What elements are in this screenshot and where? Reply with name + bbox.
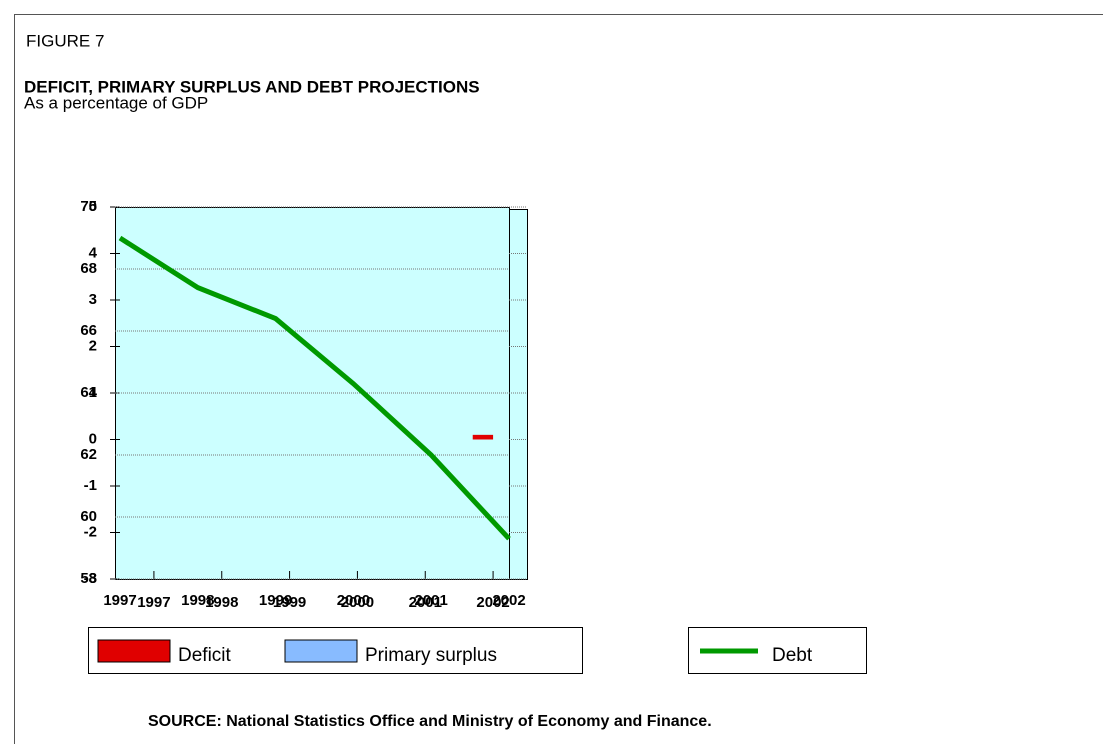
chart-title: DEFICIT, PRIMARY SURPLUS AND DEBT PROJEC…	[24, 77, 480, 96]
x-tick-label: 1999	[273, 594, 306, 611]
x-tick-label: 1997	[137, 594, 170, 611]
y-tick-label: 4	[89, 244, 98, 261]
line-plot-area	[115, 207, 510, 580]
bar-plot-area	[509, 209, 528, 580]
y-tick-label: 5	[89, 198, 97, 215]
legend-label: Primary surplus	[365, 645, 497, 666]
x-tick-label: 2001	[409, 594, 442, 611]
y-tick-label: 1	[89, 384, 97, 401]
x-tick-label: 1998	[181, 592, 214, 609]
legend-swatch	[97, 639, 171, 663]
frame	[14, 14, 1103, 744]
y-tick-label: 0	[89, 430, 97, 447]
x-tick-label: 2000	[337, 592, 370, 609]
line	[118, 235, 511, 541]
legend-label: Deficit	[178, 645, 232, 666]
figure-label: FIGURE 7	[26, 31, 104, 50]
y-tick-label: -2	[84, 523, 97, 540]
y-tick-label: 60	[80, 508, 97, 525]
y-tick-label: 3	[89, 291, 97, 308]
y-tick-label: 66	[80, 322, 97, 339]
y-tick-label: 58	[80, 570, 97, 587]
x-tick-label: 1998	[205, 594, 238, 611]
chart-subtitle: As a percentage of GDP	[24, 93, 208, 112]
x-tick-label: 2000	[341, 594, 374, 611]
x-tick-label: 2002	[492, 592, 525, 609]
y-tick-label: -1	[84, 477, 97, 494]
x-tick-label: 1999	[259, 592, 292, 609]
y-tick-label: 68	[80, 260, 97, 277]
y-tick-label: 70	[80, 198, 97, 215]
bar	[472, 434, 494, 440]
y-tick-label: 62	[80, 446, 97, 463]
legend-label: Debt	[772, 645, 813, 666]
x-tick-label: 2002	[476, 594, 509, 611]
y-tick-label: -3	[84, 570, 97, 587]
x-tick-label: 2001	[415, 592, 448, 609]
y-tick-label: 64	[80, 384, 97, 401]
x-tick-label: 1997	[103, 592, 136, 609]
y-tick-label: 2	[89, 337, 97, 354]
legend-swatch	[284, 639, 358, 663]
source-note: SOURCE: National Statistics Office and M…	[148, 713, 712, 730]
